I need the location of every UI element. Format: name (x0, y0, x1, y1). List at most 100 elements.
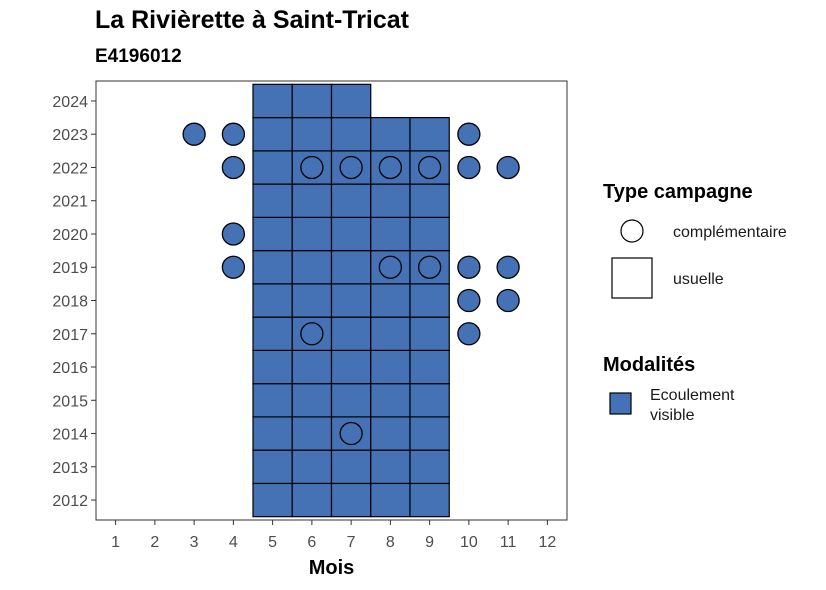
tile-2013-6 (291, 449, 333, 485)
legend-ecoulement-label-line1: Ecoulement (650, 387, 735, 404)
point-2022-8 (378, 155, 403, 180)
tile-2018-6 (291, 283, 333, 318)
tile-2021-6 (291, 183, 333, 218)
tile-2018-5 (252, 283, 293, 318)
tile-2021-7 (330, 183, 372, 218)
tile-2013-8 (370, 449, 411, 485)
tile-2019-5 (252, 250, 293, 285)
point-2022-7 (339, 155, 363, 180)
tile-2021-9 (409, 183, 450, 218)
point-2022-4 (221, 155, 246, 180)
point-2019-10 (457, 255, 481, 279)
tile-2017-7 (330, 316, 372, 351)
tile-2012-5 (252, 482, 293, 518)
y-tick-label-2019: 2019 (52, 260, 88, 277)
tile-2012-8 (370, 482, 411, 518)
legend-type-title: Type campagne (603, 181, 753, 203)
tile-2015-9 (409, 383, 450, 418)
y-tick-label-2018: 2018 (52, 294, 88, 311)
tile-2015-6 (291, 383, 333, 418)
y-tick-label-2024: 2024 (52, 94, 88, 111)
y-axis: 2012 2013 2014 2015 2016 2017 2018 2019 2020 2021… (52, 94, 96, 510)
point-2014-7 (339, 421, 363, 446)
x-tick-label-1: 1 (111, 534, 120, 551)
tile-2016-8 (370, 349, 411, 385)
y-tick-label-2012: 2012 (52, 493, 88, 510)
legend-modalites-title: Modalités (603, 354, 695, 376)
tile-2013-5 (252, 449, 293, 485)
tile-2017-9 (409, 316, 450, 351)
point-2019-8 (378, 255, 403, 279)
point-2022-10 (457, 155, 481, 180)
tile-2014-8 (370, 416, 411, 451)
point-2023-4 (221, 122, 246, 146)
tile-2016-5 (252, 349, 293, 385)
point-2018-10 (457, 288, 481, 313)
tile-2023-5 (252, 116, 293, 152)
tile-2014-5 (252, 416, 293, 451)
tile-2021-8 (370, 183, 411, 218)
legend-usuelle-label: usuelle (673, 271, 724, 288)
x-tick-label-2: 2 (150, 534, 159, 551)
usuelle-tiles (252, 83, 450, 518)
x-tick-label-12: 12 (538, 534, 556, 551)
legend-ecoulement-label-line2: visible (650, 407, 695, 424)
tile-2012-9 (409, 482, 450, 518)
point-2017-6 (300, 322, 324, 346)
tile-2020-5 (252, 216, 293, 252)
tile-2012-6 (291, 482, 333, 518)
tile-2023-6 (291, 116, 333, 152)
y-tick-label-2023: 2023 (52, 127, 88, 144)
tile-2018-8 (370, 283, 411, 318)
tile-2020-7 (330, 216, 372, 252)
chart-subtitle: E4196012 (95, 46, 182, 67)
point-2023-10 (457, 122, 481, 146)
x-tick-label-10: 10 (460, 534, 478, 551)
tile-2017-8 (370, 316, 411, 351)
y-tick-label-2016: 2016 (52, 360, 88, 377)
point-2019-9 (417, 255, 442, 279)
tile-2018-7 (330, 283, 372, 318)
y-tick-label-2017: 2017 (52, 327, 88, 344)
tile-2020-9 (409, 216, 450, 252)
point-2023-3 (182, 122, 206, 146)
point-2022-6 (300, 155, 324, 180)
tile-2020-6 (291, 216, 333, 252)
y-tick-label-2013: 2013 (52, 460, 88, 477)
tile-2023-7 (330, 116, 372, 152)
legend: Type campagne complémentaire usuelle Mod… (603, 181, 787, 424)
tile-2014-9 (409, 416, 450, 451)
point-2022-11 (496, 155, 520, 180)
x-tick-label-6: 6 (307, 534, 316, 551)
y-tick-label-2015: 2015 (52, 393, 88, 410)
legend-circle-symbol (620, 219, 644, 243)
point-2017-10 (457, 322, 481, 346)
x-tick-label-3: 3 (190, 534, 199, 551)
x-tick-label-11: 11 (500, 534, 517, 551)
y-tick-label-2014: 2014 (52, 427, 88, 444)
y-tick-label-2021: 2021 (52, 194, 88, 211)
tile-2024-6 (291, 83, 333, 119)
tile-2021-5 (252, 183, 293, 218)
legend-square-symbol (611, 257, 653, 299)
tile-2022-5 (252, 150, 293, 185)
tile-2014-6 (291, 416, 333, 451)
tile-2023-8 (370, 116, 411, 152)
x-tick-label-5: 5 (268, 534, 277, 551)
legend-ecoulement-swatch (609, 392, 632, 415)
tile-2024-5 (252, 83, 293, 119)
legend-complementaire-label: complémentaire (673, 224, 787, 241)
tile-2016-6 (291, 349, 333, 385)
tile-2015-8 (370, 383, 411, 418)
x-tick-label-9: 9 (425, 534, 434, 551)
tile-2013-9 (409, 449, 450, 485)
complementaire-points (182, 122, 520, 446)
point-2022-9 (417, 155, 442, 180)
tile-2019-6 (291, 250, 333, 285)
point-2018-11 (496, 288, 520, 313)
tile-2019-7 (330, 250, 372, 285)
point-2020-4 (221, 222, 246, 246)
tile-2024-7 (330, 83, 372, 119)
tile-2016-9 (409, 349, 450, 385)
